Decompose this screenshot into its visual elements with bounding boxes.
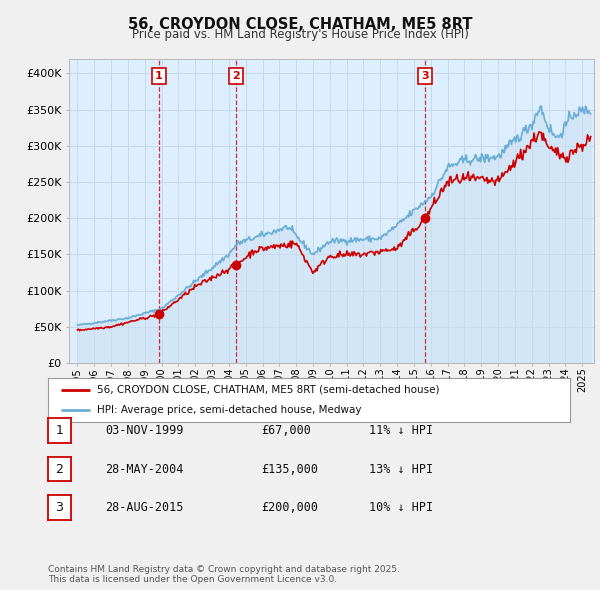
Text: HPI: Average price, semi-detached house, Medway: HPI: Average price, semi-detached house,… xyxy=(97,405,361,415)
Text: 2: 2 xyxy=(232,71,239,81)
Text: 3: 3 xyxy=(55,501,64,514)
Text: 28-AUG-2015: 28-AUG-2015 xyxy=(105,501,184,514)
Text: 28-MAY-2004: 28-MAY-2004 xyxy=(105,463,184,476)
Text: 2: 2 xyxy=(55,463,64,476)
Text: 13% ↓ HPI: 13% ↓ HPI xyxy=(369,463,433,476)
Text: 1: 1 xyxy=(155,71,163,81)
Text: Contains HM Land Registry data © Crown copyright and database right 2025.
This d: Contains HM Land Registry data © Crown c… xyxy=(48,565,400,584)
Text: £135,000: £135,000 xyxy=(261,463,318,476)
Text: 56, CROYDON CLOSE, CHATHAM, ME5 8RT (semi-detached house): 56, CROYDON CLOSE, CHATHAM, ME5 8RT (sem… xyxy=(97,385,439,395)
Text: 1: 1 xyxy=(55,424,64,437)
Text: 11% ↓ HPI: 11% ↓ HPI xyxy=(369,424,433,437)
Text: 03-NOV-1999: 03-NOV-1999 xyxy=(105,424,184,437)
Text: Price paid vs. HM Land Registry's House Price Index (HPI): Price paid vs. HM Land Registry's House … xyxy=(131,28,469,41)
Text: £67,000: £67,000 xyxy=(261,424,311,437)
Text: 10% ↓ HPI: 10% ↓ HPI xyxy=(369,501,433,514)
Text: 3: 3 xyxy=(421,71,429,81)
Text: 56, CROYDON CLOSE, CHATHAM, ME5 8RT: 56, CROYDON CLOSE, CHATHAM, ME5 8RT xyxy=(128,17,472,31)
Text: £200,000: £200,000 xyxy=(261,501,318,514)
